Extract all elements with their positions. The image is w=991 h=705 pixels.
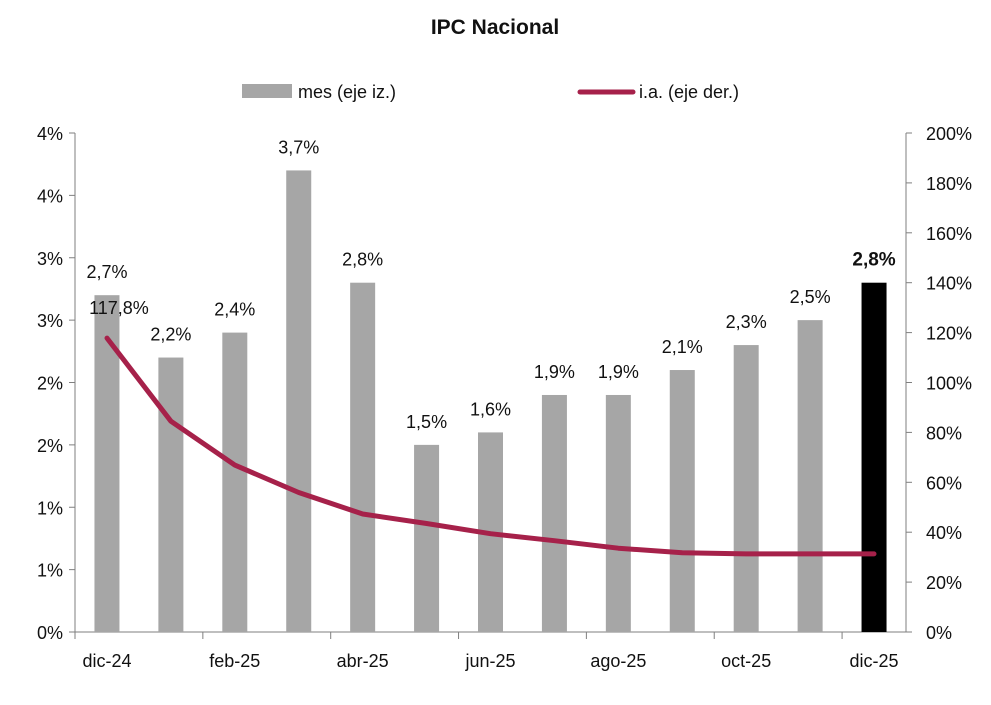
x-tick-label: ago-25 xyxy=(590,651,646,671)
y-left-tick-label: 3% xyxy=(37,249,63,269)
y-right-tick-label: 160% xyxy=(926,224,972,244)
legend: mes (eje iz.) i.a. (eje der.) xyxy=(242,82,739,102)
x-tick-label: feb-25 xyxy=(209,651,260,671)
y-right-tick-label: 20% xyxy=(926,573,962,593)
line-series xyxy=(104,335,877,557)
bar xyxy=(733,345,759,632)
ia-point xyxy=(298,492,300,493)
ia-point xyxy=(234,464,236,466)
bar xyxy=(286,170,312,633)
legend-line-label: i.a. (eje der.) xyxy=(639,82,739,102)
bar-labels: 2,7% 2,2% 2,4% 3,7% 2,8% 1,5% 1,6% 1,9% 1,9% 2,1%… xyxy=(86,137,895,431)
bar-data-label: 1,6% xyxy=(470,399,511,419)
ia-point xyxy=(490,533,491,535)
bar-data-label: 1,5% xyxy=(406,412,447,432)
x-tick-label: dic-25 xyxy=(850,651,899,671)
bar-data-label: 2,3% xyxy=(726,312,767,332)
bar xyxy=(158,357,184,632)
y-right-tick-label: 120% xyxy=(926,324,972,344)
y-left-tick-label: 1% xyxy=(37,498,63,518)
bar-data-label: 2,4% xyxy=(214,300,255,320)
bar-data-label: 3,7% xyxy=(278,137,319,157)
bar-data-label: 2,7% xyxy=(86,262,127,282)
bar-data-label: 2,8% xyxy=(342,250,383,270)
y-left-tick-label: 0% xyxy=(37,623,63,643)
bar xyxy=(350,282,376,632)
axes: 0% 1% 1% 2% 2% 3% 3% 4% 4% 0% 20% 40% 60% 80% 100% 120%… xyxy=(37,124,972,671)
ia-point xyxy=(745,553,747,555)
bar-data-label: 1,9% xyxy=(598,362,639,382)
bar xyxy=(797,320,823,632)
ia-point xyxy=(426,523,428,524)
y-right-tick-label: 200% xyxy=(926,124,972,144)
y-right-tick-label: 180% xyxy=(926,174,972,194)
chart-title: IPC Nacional xyxy=(431,16,559,39)
bar xyxy=(669,370,695,632)
y-left-tick-label: 1% xyxy=(37,561,63,581)
bars xyxy=(94,170,887,633)
bar xyxy=(605,394,631,632)
x-tick-label: dic-24 xyxy=(82,651,131,671)
y-left-tick-label: 2% xyxy=(37,374,63,394)
y-right-tick-label: 140% xyxy=(926,274,972,294)
bar-data-label: 2,8% xyxy=(852,250,895,271)
ia-point xyxy=(681,552,683,554)
y-right-tick-label: 80% xyxy=(926,423,962,443)
bar xyxy=(861,282,887,632)
ia-point xyxy=(873,553,875,555)
y-right-tick-label: 100% xyxy=(926,374,972,394)
ia-point xyxy=(809,553,811,555)
bar-data-label: 1,9% xyxy=(534,362,575,382)
ia-point xyxy=(170,420,172,422)
y-right-tick-label: 0% xyxy=(926,623,952,643)
x-tick-label: jun-25 xyxy=(464,651,515,671)
bar xyxy=(222,332,248,632)
x-tick-label: oct-25 xyxy=(721,651,771,671)
line-data-label: 117,8% xyxy=(89,298,149,318)
ia-point xyxy=(362,513,364,515)
y-left-tick-label: 3% xyxy=(37,311,63,331)
ia-point xyxy=(617,547,619,549)
y-left-tick-label: 2% xyxy=(37,436,63,456)
y-left-tick-label: 4% xyxy=(37,124,63,144)
legend-bar-swatch xyxy=(242,84,292,98)
legend-bar-label: mes (eje iz.) xyxy=(298,82,396,102)
bar xyxy=(541,394,567,632)
ia-point xyxy=(553,540,555,542)
bar xyxy=(414,444,440,632)
ia-point xyxy=(106,337,108,339)
y-left-tick-label: 4% xyxy=(37,186,63,206)
bar-data-label: 2,5% xyxy=(790,287,831,307)
x-tick-label: abr-25 xyxy=(337,651,389,671)
bar-data-label: 2,1% xyxy=(662,337,703,357)
y-right-tick-label: 40% xyxy=(926,523,962,543)
line-labels: 117,8% xyxy=(89,298,149,318)
y-right-tick-label: 60% xyxy=(926,473,962,493)
bar-data-label: 2,2% xyxy=(150,325,191,345)
